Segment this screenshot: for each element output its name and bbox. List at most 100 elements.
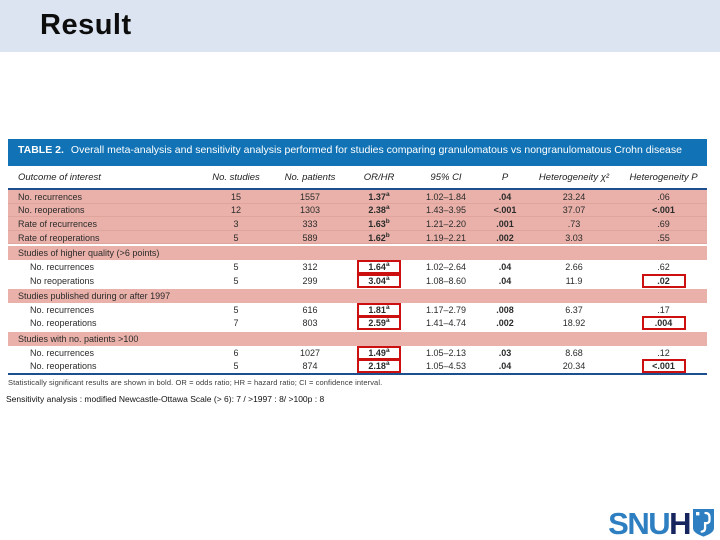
outcome-cell: Rate of reoperations [18,232,100,243]
ci-cell: 1.02–2.64 [425,261,467,272]
heterogeneity-p-cell: .69 [620,219,707,229]
patients-cell: 1557 [299,191,321,202]
patients-cell: 874 [302,361,318,372]
table-number: TABLE 2. [18,144,64,156]
or-hr-cell: 1.62b [348,231,410,243]
heterogeneity-chi2-cell: 3.03 [565,232,583,243]
p-value-cell: .04 [498,361,512,372]
outcome-cell: Rate of recurrences [18,218,98,229]
patients-cell: 1027 [299,347,321,358]
ci-cell: 1.43–3.95 [425,205,467,216]
heterogeneity-chi2-cell: 8.68 [565,347,583,358]
table-row: No. reoperations 12 1303 2.38a 1.43–3.95 <.00… [8,203,707,218]
het-p-value: .62 [657,261,670,272]
column-header: 95% CI [430,171,462,183]
heterogeneity-p-cell: .62 [620,262,707,272]
or-hr-cell: 3.04a [348,273,410,288]
p-value-cell: .04 [498,275,512,286]
page-title: Result [40,9,132,41]
snuh-shield-icon [693,509,714,537]
table-row: No. reoperations 5 874 2.18a 1.05–4.53 .04 20.… [8,359,707,374]
studies-cell: 6 [233,347,239,358]
table-row: No. recurrences 5 616 1.81a 1.17–2.79 .008 6.3… [8,302,707,317]
studies-cell: 3 [233,218,239,229]
slide-header-band: Result [0,0,720,52]
outcome-cell: No reoperations [30,275,95,286]
ci-cell: 1.05–4.53 [425,361,467,372]
or-hr-cell: 2.38a [348,205,410,216]
studies-cell: 5 [233,304,239,315]
snuh-logo: SNU H [608,508,714,539]
p-value-cell: .04 [498,261,512,272]
patients-cell: 312 [302,261,318,272]
studies-cell: 12 [230,205,241,216]
het-p-value: <.001 [652,205,675,216]
ci-cell: 1.05–2.13 [425,347,467,358]
ci-cell: 1.02–1.84 [425,191,467,202]
heterogeneity-chi2-cell: .73 [567,218,581,229]
heterogeneity-p-cell: .004 [620,316,707,331]
studies-cell: 5 [233,361,239,372]
p-value-cell: .03 [498,347,512,358]
column-header: Heterogeneity χ² [538,171,610,183]
column-header: OR/HR [363,171,395,183]
or-value: 1.62b [368,231,390,243]
outcome-cell: No. reoperations [30,361,97,372]
heterogeneity-chi2-cell: 20.34 [562,361,586,372]
p-value-cell: <.001 [493,205,517,216]
p-value-cell: .002 [496,232,514,243]
p-value-cell: .04 [498,191,512,202]
table-footnote: Statistically significant results are sh… [8,377,383,387]
or-hr-cell: 1.63b [348,217,410,229]
outcome-cell: No. recurrences [30,261,95,272]
or-hr-cell: 1.64a [348,259,410,274]
het-p-value-red-annotation-box: .02 [641,273,686,288]
p-value-cell: .002 [496,318,514,329]
studies-cell: 5 [233,261,239,272]
or-value: 1.63b [368,217,390,229]
het-p-value: .17 [657,304,670,315]
studies-cell: 15 [230,191,241,202]
outcome-cell: No. recurrences [18,191,83,202]
table-title-text: Overall meta-analysis and sensitivity an… [70,144,682,156]
or-value-red-annotation-box: 3.04a [357,273,401,288]
meta-analysis-table: TABLE 2. Overall meta-analysis and sensit… [8,139,707,387]
heterogeneity-p-cell: <.001 [620,359,707,374]
logo-text-h: H [669,506,691,540]
section-header-row: Studies published during or after 1997 [8,287,707,303]
heterogeneity-p-cell: .17 [620,305,707,315]
heterogeneity-chi2-cell: 23.24 [562,191,586,202]
or-value: 1.37a [368,190,390,202]
heterogeneity-chi2-cell: 6.37 [565,304,583,315]
studies-cell: 5 [233,275,239,286]
column-header: P [501,171,509,183]
table-row: No. reoperations 7 803 2.59a 1.41–4.74 .002 18… [8,316,707,331]
ci-cell: 1.21–2.20 [425,218,467,229]
or-value-red-annotation-box: 2.18a [357,359,401,374]
or-hr-cell: 2.59a [348,316,410,331]
table-column-header-row: Outcome of interest No. studies No. patien… [8,166,707,190]
ci-cell: 1.19–2.21 [425,232,467,243]
outcome-cell: No. reoperations [18,205,85,216]
outcome-cell: No. recurrences [30,347,95,358]
p-value-cell: .008 [496,304,514,315]
column-header: Outcome of interest [18,171,101,183]
table-caption: TABLE 2. Overall meta-analysis and sensit… [8,139,707,166]
patients-cell: 299 [302,275,318,286]
patients-cell: 333 [302,218,318,229]
heterogeneity-p-cell: .55 [620,233,707,243]
studies-cell: 5 [233,232,239,243]
or-hr-cell: 1.81a [348,302,410,317]
patients-cell: 803 [302,318,318,329]
p-value-cell: .001 [496,218,514,229]
or-hr-cell: 1.37a [348,190,410,202]
or-value-red-annotation-box: 1.81a [357,302,401,317]
logo-text-snu: SNU [608,506,670,540]
table-row: No. recurrences 5 312 1.64a 1.02–2.64 .04 2.66… [8,259,707,274]
section-header-row: Studies of higher quality (>6 points) [8,244,707,260]
table-row: Rate of reoperations 5 589 1.62b 1.19–2.21 .0… [8,230,707,245]
heterogeneity-chi2-cell: 11.9 [565,275,583,286]
table-row: No. recurrences 6 1027 1.49a 1.05–2.13 .03 8.6… [8,345,707,360]
heterogeneity-p-cell: .02 [620,273,707,288]
table-body: No. recurrences 15 1557 1.37a 1.02–1.84 .04 23… [8,190,707,375]
